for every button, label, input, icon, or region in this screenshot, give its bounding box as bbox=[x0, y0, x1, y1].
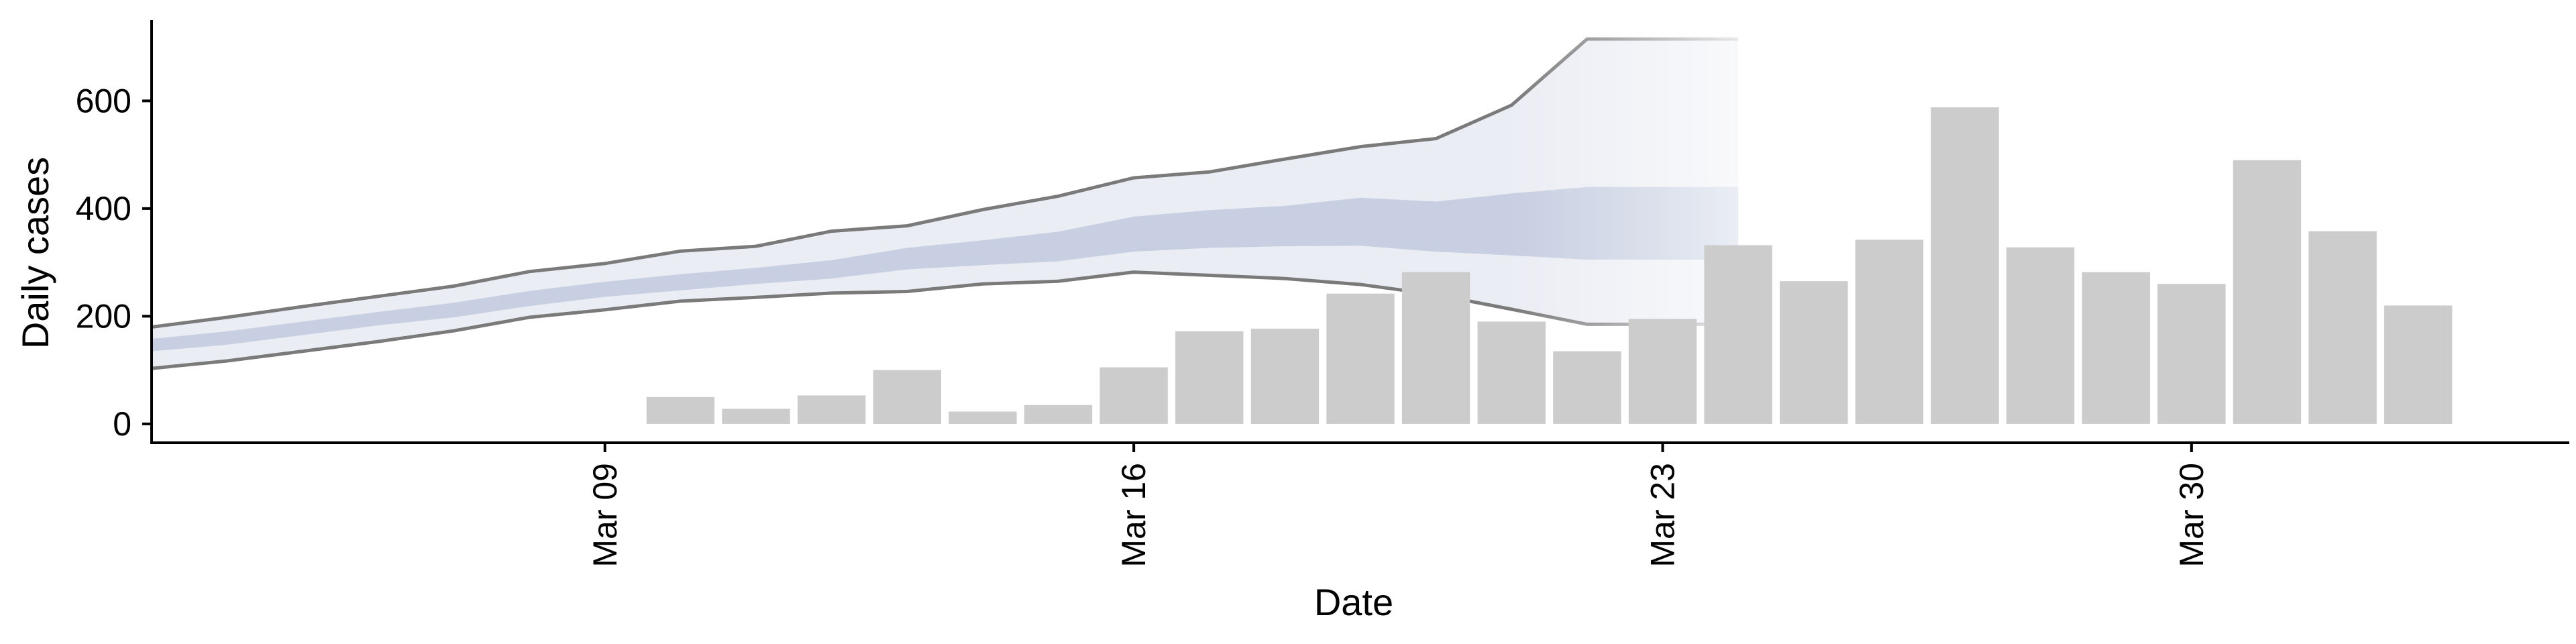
y-axis-title: Daily cases bbox=[14, 157, 56, 349]
bar bbox=[949, 411, 1017, 424]
bar bbox=[1099, 367, 1168, 424]
y-tick-label: 600 bbox=[76, 82, 131, 119]
bar bbox=[1401, 272, 1470, 424]
bar bbox=[1326, 293, 1395, 424]
x-tick-label: Mar 23 bbox=[1644, 463, 1682, 568]
outer-band-lower-line bbox=[151, 270, 1739, 370]
y-tick-label: 200 bbox=[76, 297, 131, 335]
bar bbox=[2384, 305, 2453, 424]
bar bbox=[1250, 328, 1320, 424]
x-axis-title: Date bbox=[1314, 581, 1393, 623]
bar bbox=[873, 370, 941, 424]
x-tick-label: Mar 09 bbox=[586, 463, 624, 568]
bar bbox=[1628, 319, 1697, 424]
inner-band-area bbox=[152, 186, 1739, 352]
y-tick-label: 0 bbox=[113, 405, 131, 443]
x-tick-label: Mar 16 bbox=[1115, 463, 1152, 568]
bar bbox=[1477, 321, 1546, 424]
bar bbox=[722, 409, 790, 424]
bar bbox=[2157, 284, 2226, 424]
bar bbox=[2233, 160, 2302, 424]
bar bbox=[1553, 351, 1621, 424]
bar bbox=[1931, 107, 1999, 424]
bar bbox=[2082, 272, 2150, 424]
y-tick-label: 400 bbox=[76, 190, 131, 227]
bar bbox=[2308, 231, 2377, 424]
bar bbox=[646, 396, 715, 424]
outer-band-upper-line bbox=[151, 37, 1739, 329]
axes: 0 200 400 600 Mar 09 Mar 16 Mar 23 Mar 30 bbox=[76, 20, 2569, 568]
bars-layer bbox=[646, 107, 2453, 424]
bar bbox=[797, 395, 866, 424]
bar bbox=[1024, 405, 1093, 424]
outer-band-area bbox=[152, 39, 1739, 369]
bar bbox=[1175, 331, 1244, 424]
bar bbox=[2006, 247, 2075, 424]
bar bbox=[1780, 281, 1848, 424]
bar bbox=[1855, 239, 1924, 424]
band-layer bbox=[151, 37, 1739, 370]
bar bbox=[1704, 245, 1772, 424]
x-tick-label: Mar 30 bbox=[2173, 463, 2210, 568]
